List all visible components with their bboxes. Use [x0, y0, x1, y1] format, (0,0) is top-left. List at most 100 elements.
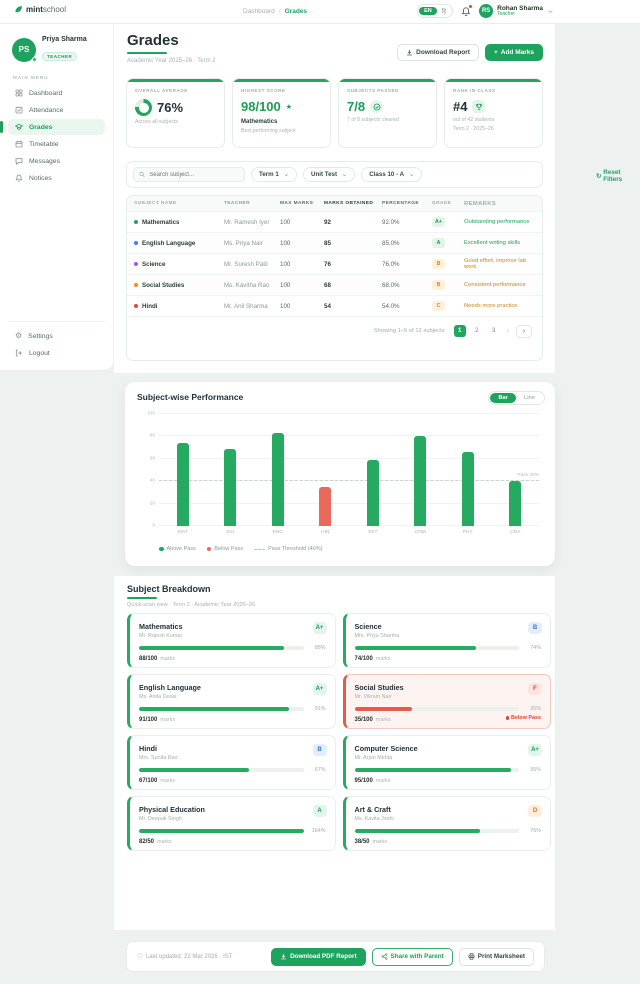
marks-obtained: 85: [324, 239, 331, 247]
y-axis-tick: 20: [149, 501, 155, 507]
add-marks-button[interactable]: + Add Marks: [484, 44, 543, 61]
notification-badge: [468, 3, 474, 9]
bar-eng[interactable]: [271, 433, 284, 526]
exam-type-select[interactable]: Unit Test ⌄: [303, 167, 356, 182]
bar-hin[interactable]: [319, 486, 332, 526]
table-row-science[interactable]: Science Mr. Suresh Patil 100 76 76.0% B …: [127, 253, 542, 274]
class-select[interactable]: Class 10 - A ⌄: [361, 167, 423, 182]
printer-icon: [468, 953, 475, 960]
grade-badge: A: [432, 238, 445, 248]
table-row-mathematics[interactable]: Mathematics Mr. Ramesh Iyer 100 92 92.0%…: [127, 211, 542, 232]
y-axis-tick: 60: [149, 456, 155, 462]
prev-page-button[interactable]: ‹: [506, 327, 509, 335]
sidebar-item-settings[interactable]: ⚙ Settings: [8, 328, 105, 344]
stat-value: 7/8: [347, 99, 366, 114]
last-updated: ⓘ Last updated: 22 Mar 2026 · IST: [137, 953, 233, 962]
sidebar-item-label: Dashboard: [29, 89, 63, 97]
breadcrumb: Dashboard / Grades: [243, 8, 307, 15]
stat-subtext-2: Term 2 · 2025–26: [453, 126, 494, 132]
next-page-button[interactable]: ›: [516, 324, 532, 338]
table-row-english[interactable]: English Language Ms. Priya Nair 100 85 8…: [127, 232, 542, 253]
breakdown-card-art-craft: Art & Craft Ms. Kavita Joshi D 76% 38/50…: [342, 796, 551, 851]
plus-icon: +: [493, 49, 498, 56]
title-underline: [127, 52, 167, 54]
breadcrumb-grades[interactable]: Grades: [284, 8, 308, 15]
breakdown-card-mathematics: Mathematics Mr. Rajesh Kumar A+ 88% 88/1…: [127, 613, 336, 668]
pagination: Showing 1–5 of 12 subjects 1 2 3 ‹ ›: [127, 316, 542, 345]
subject-name: Mathematics: [139, 622, 183, 631]
breakdown-grid: Mathematics Mr. Rajesh Kumar A+ 88% 88/1…: [127, 613, 551, 851]
page-button-1[interactable]: 1: [453, 325, 466, 337]
page-button-2[interactable]: 2: [474, 328, 479, 334]
bar-mat[interactable]: [176, 443, 189, 526]
stat-subtext: Best performing subject: [241, 128, 296, 134]
toggle-line[interactable]: Line: [524, 395, 535, 401]
below-pass-tag: Below Pass: [506, 715, 541, 721]
sidebar-item-notices[interactable]: Notices: [8, 170, 105, 186]
notices-bell-icon: [15, 174, 23, 182]
grades-icon: [15, 123, 23, 131]
column-header: MAX MARKS: [280, 201, 314, 206]
language-toggle[interactable]: EN हि: [417, 4, 454, 18]
remark: Consistent performance: [464, 282, 526, 288]
sidebar-item-attendance[interactable]: Attendance: [8, 102, 105, 118]
marks-value: 67/100: [139, 778, 158, 784]
stat-value: 76%: [157, 100, 184, 115]
reset-filters-button[interactable]: ↻ Reset Filters: [596, 169, 623, 183]
progress-track: [139, 707, 304, 711]
notifications-button[interactable]: [461, 3, 474, 17]
teacher-name: Mr. Vikram Nair: [354, 694, 392, 700]
x-axis-label: SST: [368, 530, 378, 535]
sidebar-item-messages[interactable]: Messages: [8, 153, 105, 169]
lang-hi[interactable]: हि: [441, 9, 447, 15]
user-menu[interactable]: RS Rohan Sharma Teacher: [479, 4, 554, 18]
subject-name: Art & Craft: [354, 805, 391, 814]
x-axis-label: HIN: [321, 530, 330, 535]
stat-value: 98/100: [241, 99, 281, 114]
main-content: Grades Academic Year 2025–26 · Term 2 Do…: [114, 24, 555, 373]
marks-value: 95/100: [354, 778, 373, 784]
chevron-down-icon: ⌄: [342, 171, 348, 178]
max-marks: 100: [280, 260, 291, 268]
table-header: SUBJECT NAME TEACHER MAX MARKS MARKS OBT…: [127, 196, 542, 211]
grade-badge: B: [528, 622, 542, 634]
print-marksheet-button[interactable]: Print Marksheet: [458, 947, 534, 966]
bar-phy[interactable]: [461, 452, 474, 526]
marks-suffix: marks: [375, 778, 391, 784]
table-row-hindi[interactable]: Hindi Mr. Anil Sharma 100 54 54.0% C Nee…: [127, 295, 542, 316]
subject-name: Hindi: [139, 744, 157, 753]
percentage: 85.0%: [382, 239, 400, 247]
sidebar-item-logout[interactable]: Logout: [8, 345, 105, 361]
legend-below-pass: Below Pass: [206, 546, 243, 552]
marks-obtained: 92: [324, 218, 331, 226]
marks-suffix: marks: [375, 717, 391, 723]
share-with-parent-button[interactable]: Share with Parent: [371, 947, 453, 966]
sidebar-item-label: Timetable: [29, 140, 59, 148]
stat-card-overall-average: OVERALL AVERAGE 76% Across all subjects: [126, 78, 225, 148]
bar-com[interactable]: [414, 436, 427, 526]
lang-en[interactable]: EN: [419, 7, 437, 15]
stat-subtext: out of 42 students: [453, 117, 495, 123]
bar-cra[interactable]: [509, 481, 522, 526]
grade-badge: A+: [432, 217, 445, 227]
percent-label: 35%: [530, 706, 541, 712]
user-role: Teacher: [497, 10, 515, 17]
toggle-bar[interactable]: Bar: [490, 393, 517, 403]
term-select[interactable]: Term 1 ⌄: [251, 167, 298, 182]
download-pdf-button[interactable]: Download PDF Report: [271, 947, 366, 966]
marks-obtained: 54: [324, 302, 331, 310]
breadcrumb-dashboard[interactable]: Dashboard: [243, 8, 275, 15]
column-header: TEACHER: [224, 201, 250, 206]
bar-sci[interactable]: [224, 448, 237, 526]
trophy-icon: [472, 100, 486, 113]
search-input-wrap: [133, 167, 245, 182]
page-button-3[interactable]: 3: [491, 328, 496, 334]
max-marks: 100: [280, 218, 291, 226]
sidebar-item-dashboard[interactable]: Dashboard: [8, 85, 105, 101]
sidebar-item-timetable[interactable]: Timetable: [8, 136, 105, 152]
bar-sst[interactable]: [366, 459, 379, 526]
download-report-button[interactable]: Download Report: [397, 44, 479, 61]
search-input[interactable]: [149, 171, 239, 178]
table-row-social-studies[interactable]: Social Studies Ms. Kavitha Rao 100 68 68…: [127, 274, 542, 295]
sidebar-item-grades[interactable]: Grades: [0, 119, 105, 135]
